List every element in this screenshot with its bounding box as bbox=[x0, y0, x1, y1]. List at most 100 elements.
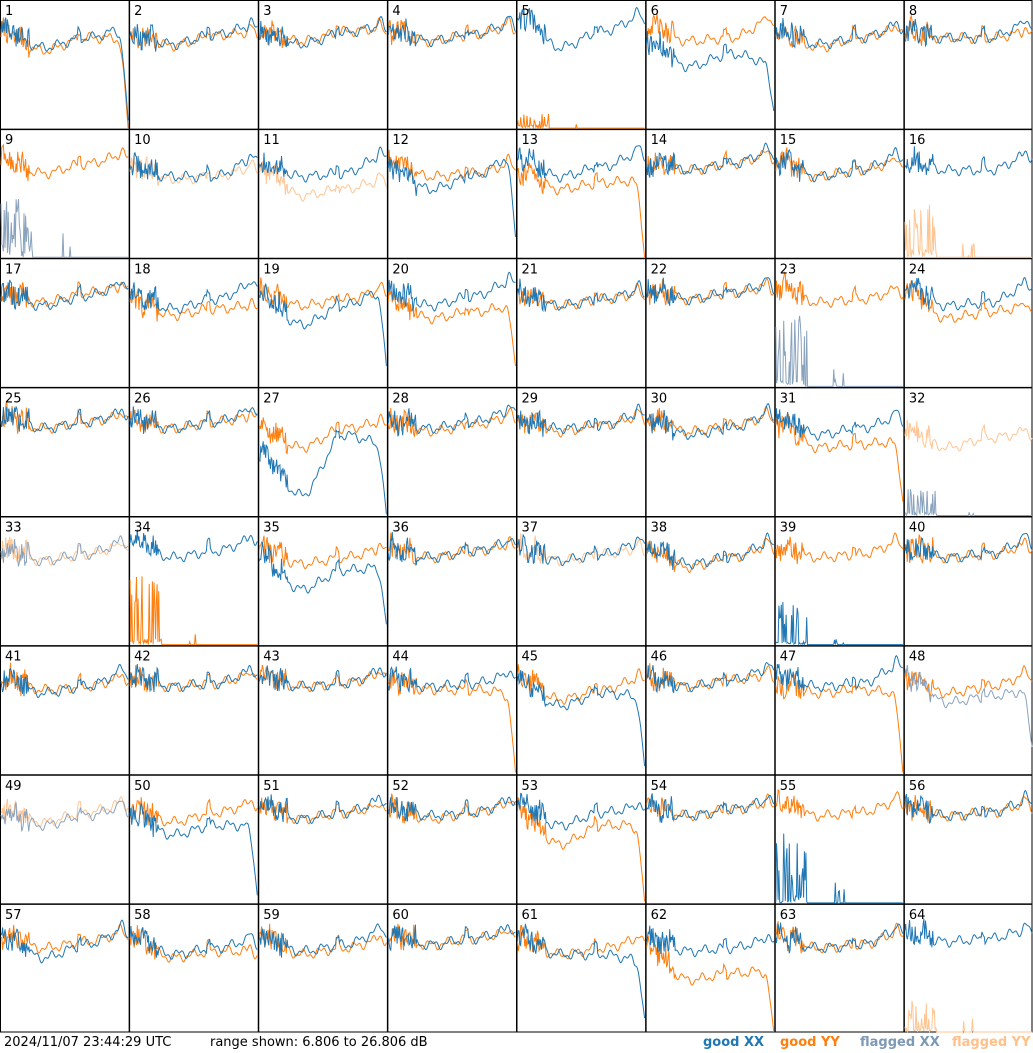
panel-frame bbox=[258, 258, 388, 388]
panel-frame bbox=[903, 774, 1033, 905]
spectrum-yy-42 bbox=[129, 665, 258, 693]
panel-label: 41 bbox=[5, 650, 22, 665]
spectrum-yy-35 bbox=[258, 535, 387, 570]
spectrum-yy-27 bbox=[258, 413, 387, 455]
spectrum-yy-13 bbox=[517, 162, 646, 258]
panel-label: 21 bbox=[522, 262, 539, 277]
panel-51: 51 bbox=[258, 774, 388, 905]
spectrum-xx-8 bbox=[904, 18, 1033, 48]
spectrum-xx-2 bbox=[129, 17, 258, 52]
panel-64: 64 bbox=[903, 903, 1033, 1033]
spectrum-xx-9 bbox=[0, 199, 129, 258]
spectrum-yy-34 bbox=[129, 576, 258, 646]
panel-label: 7 bbox=[780, 4, 788, 19]
spectrum-yy-54 bbox=[646, 793, 774, 822]
spectrum-yy-49 bbox=[0, 796, 129, 828]
panel-frame bbox=[0, 774, 130, 905]
panel-frame bbox=[645, 258, 776, 388]
panel-label: 6 bbox=[651, 4, 659, 19]
spectrum-xx-51 bbox=[258, 794, 387, 825]
spectrum-yy-32 bbox=[904, 419, 1033, 452]
spectrum-xx-21 bbox=[517, 278, 645, 313]
spectrum-yy-14 bbox=[646, 149, 775, 176]
panel-frame bbox=[516, 903, 647, 1033]
panel-label: 10 bbox=[134, 133, 151, 148]
panel-34: 34 bbox=[129, 516, 259, 647]
panel-46: 46 bbox=[645, 645, 776, 776]
panel-44: 44 bbox=[387, 645, 517, 776]
spectrum-xx-28 bbox=[387, 404, 516, 437]
spectrum-xx-39 bbox=[775, 601, 903, 646]
spectrum-xx-37 bbox=[517, 534, 646, 567]
panel-60: 60 bbox=[387, 903, 517, 1033]
panel-label: 53 bbox=[522, 779, 539, 794]
panel-58: 58 bbox=[129, 903, 259, 1033]
panel-label: 46 bbox=[651, 650, 668, 665]
spectrum-yy-5 bbox=[517, 113, 645, 130]
panel-label: 33 bbox=[5, 521, 22, 536]
panel-frame bbox=[258, 645, 388, 776]
panel-label: 30 bbox=[651, 391, 668, 406]
spectrum-yy-39 bbox=[775, 532, 904, 565]
spectrum-yy-44 bbox=[387, 668, 516, 773]
spectrum-xx-47 bbox=[775, 654, 904, 693]
panel-35: 35 bbox=[258, 516, 388, 647]
panel-frame bbox=[129, 387, 259, 517]
panel-31: 31 bbox=[774, 387, 905, 517]
panel-label: 52 bbox=[392, 779, 409, 794]
panel-10: 10 bbox=[129, 129, 259, 259]
panel-label: 13 bbox=[522, 133, 539, 148]
panel-40: 40 bbox=[903, 516, 1033, 647]
panel-52: 52 bbox=[387, 774, 517, 905]
panel-36: 36 bbox=[387, 516, 517, 647]
panel-41: 41 bbox=[0, 645, 130, 776]
panel-frame bbox=[903, 516, 1033, 647]
spectrum-yy-10 bbox=[129, 152, 258, 186]
panel-27: 27 bbox=[258, 387, 388, 517]
spectrum-yy-6 bbox=[646, 13, 775, 47]
spectrum-xx-11 bbox=[258, 146, 387, 183]
panel-22: 22 bbox=[645, 258, 776, 388]
range-label: range shown: 6.806 to 26.806 dB bbox=[210, 1035, 428, 1050]
panel-6: 6 bbox=[645, 0, 776, 130]
spectrum-xx-15 bbox=[775, 146, 904, 183]
panel-3: 3 bbox=[258, 0, 388, 130]
panel-47: 47 bbox=[774, 645, 905, 776]
spectrum-xx-26 bbox=[129, 406, 258, 434]
spectrum-xx-29 bbox=[517, 403, 645, 437]
spectrum-xx-7 bbox=[775, 17, 904, 50]
panel-frame bbox=[645, 516, 776, 647]
panel-frame bbox=[774, 645, 905, 776]
spectrum-yy-60 bbox=[388, 923, 516, 951]
panel-53: 53 bbox=[516, 774, 647, 905]
spectrum-yy-50 bbox=[129, 797, 258, 827]
panel-50: 50 bbox=[129, 774, 259, 905]
panel-label: 49 bbox=[5, 779, 22, 794]
panel-label: 5 bbox=[522, 4, 530, 19]
spectrum-yy-24 bbox=[904, 280, 1033, 324]
panel-label: 23 bbox=[780, 262, 797, 277]
panel-frame bbox=[903, 129, 1033, 259]
panel-frame bbox=[387, 516, 517, 647]
panel-frame bbox=[258, 774, 388, 905]
panel-label: 51 bbox=[263, 779, 280, 794]
panel-39: 39 bbox=[774, 516, 905, 647]
panel-54: 54 bbox=[645, 774, 776, 905]
spectrum-xx-35 bbox=[258, 542, 387, 625]
panel-frame bbox=[516, 129, 647, 259]
panel-frame bbox=[387, 129, 517, 259]
spectrum-xx-14 bbox=[646, 142, 775, 178]
panel-frame bbox=[645, 645, 776, 776]
panel-label: 8 bbox=[909, 4, 917, 19]
spectrum-xx-36 bbox=[387, 531, 516, 566]
panel-15: 15 bbox=[774, 129, 905, 259]
panel-label: 18 bbox=[134, 262, 151, 277]
panel-29: 29 bbox=[516, 387, 647, 517]
spectrum-yy-26 bbox=[129, 409, 258, 434]
spectrum-yy-4 bbox=[387, 16, 516, 48]
panel-label: 48 bbox=[909, 650, 926, 665]
panel-frame bbox=[258, 903, 388, 1033]
spectrum-yy-45 bbox=[517, 664, 645, 705]
spectrum-yy-47 bbox=[775, 671, 904, 773]
spectrum-xx-33 bbox=[0, 535, 129, 567]
